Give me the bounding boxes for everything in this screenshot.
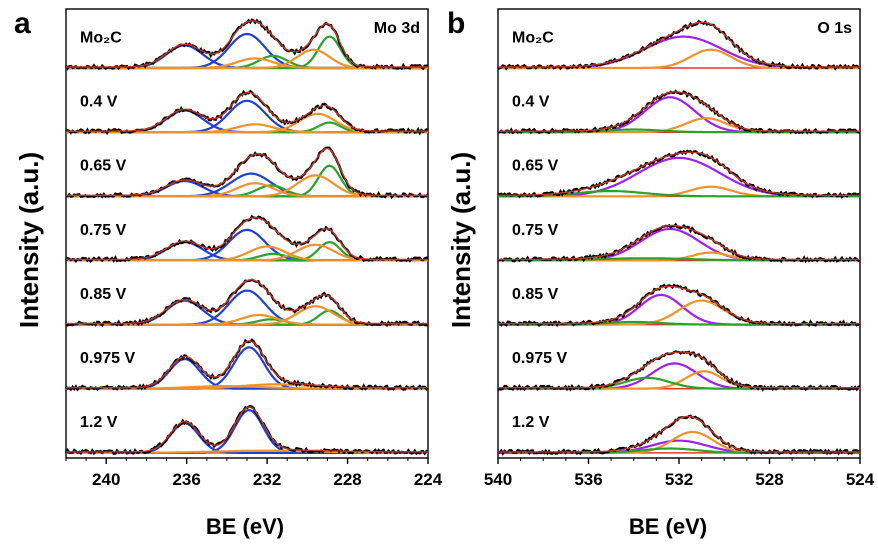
b-xtick-label: 524 xyxy=(846,470,875,489)
a-envelope-row-3 xyxy=(66,216,428,261)
b-envelope-row-4 xyxy=(498,285,860,325)
b-row-label-4: 0.85 V xyxy=(512,286,559,303)
b-xtick-label: 528 xyxy=(755,470,783,489)
b-row-label-3: 0.75 V xyxy=(512,222,559,239)
b-envelope-row-1 xyxy=(498,91,860,132)
a-raw-data-row-6 xyxy=(64,404,429,456)
a-row-label-2: 0.65 V xyxy=(80,158,127,175)
a-envelope-row-1 xyxy=(66,91,428,132)
a-xtick-label: 232 xyxy=(253,470,281,489)
a-xtick-label: 224 xyxy=(414,470,443,489)
a-region-label: Mo 3d xyxy=(374,20,420,37)
a-row-label-5: 0.975 V xyxy=(80,350,135,367)
b-xtick-label: 532 xyxy=(665,470,693,489)
a-row-label-0: Mo₂C xyxy=(80,29,122,46)
panel-a-letter: a xyxy=(14,7,31,40)
b-xtick-label: 540 xyxy=(484,470,512,489)
a-envelope-row-0 xyxy=(66,20,428,68)
panel-b-ylabel: Intensity (a.u.) xyxy=(446,152,476,328)
b-xtick-label: 536 xyxy=(574,470,602,489)
a-component-blue-row-6 xyxy=(66,422,428,454)
a-envelope-row-6 xyxy=(66,406,428,453)
a-xtick-label: 228 xyxy=(333,470,361,489)
panel-a-xlabel: BE (eV) xyxy=(206,514,284,539)
a-row-label-6: 1.2 V xyxy=(80,414,118,431)
b-row-label-2: 0.65 V xyxy=(512,158,559,175)
panel-a-mo3d: 240 236 232 228 224 Mo 3d Mo₂C 0.4 V 0.65 V 0.75 … xyxy=(64,8,443,489)
a-component-blue-row-1 xyxy=(66,109,428,134)
panel-b-o1s: 540 536 532 528 524 O 1s Mo₂C 0.4 V 0.65 V 0.75 V… xyxy=(484,8,875,489)
b-region-label: O 1s xyxy=(817,20,852,37)
b-envelope-row-0 xyxy=(498,21,860,68)
a-component-blue-row-1 xyxy=(66,99,428,134)
b-envelope-row-2 xyxy=(498,151,860,196)
panel-a-ylabel: Intensity (a.u.) xyxy=(14,152,44,328)
a-envelope-row-4 xyxy=(66,279,428,325)
a-xtick-label: 236 xyxy=(172,470,200,489)
a-row-label-3: 0.75 V xyxy=(80,222,127,239)
a-xtick-label: 240 xyxy=(92,470,120,489)
a-component-blue-row-4 xyxy=(66,299,428,326)
b-envelope-row-5 xyxy=(498,351,860,389)
a-envelope-row-2 xyxy=(66,147,428,196)
a-component-blue-row-6 xyxy=(66,408,428,454)
b-envelope-row-6 xyxy=(498,415,860,453)
a-row-label-1: 0.4 V xyxy=(80,93,118,110)
b-row-label-6: 1.2 V xyxy=(512,414,550,431)
panel-b-xlabel: BE (eV) xyxy=(629,514,707,539)
b-row-label-1: 0.4 V xyxy=(512,93,550,110)
panel-b-letter: b xyxy=(447,7,465,40)
b-row-label-5: 0.975 V xyxy=(512,350,567,367)
a-component-blue-row-0 xyxy=(66,44,428,70)
a-raw-data-row-1 xyxy=(65,89,429,136)
b-row-label-0: Mo₂C xyxy=(512,29,554,46)
a-component-orange-row-4 xyxy=(66,305,428,326)
b-envelope-row-3 xyxy=(498,224,860,261)
a-row-label-4: 0.85 V xyxy=(80,286,127,303)
a-envelope-row-5 xyxy=(66,340,428,389)
